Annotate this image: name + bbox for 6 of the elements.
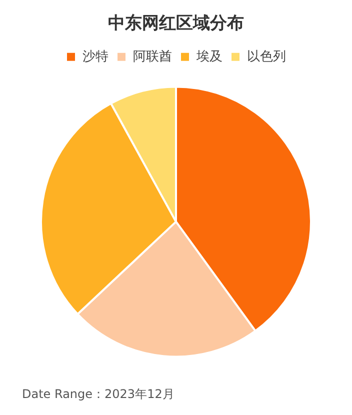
legend-label: 阿联酋 bbox=[133, 49, 172, 64]
legend-label: 埃及 bbox=[196, 49, 222, 64]
legend-label: 以色列 bbox=[247, 49, 286, 64]
text: Date Range：2023年12月 bbox=[22, 386, 174, 402]
chart-title: 中东网红区域分布 bbox=[108, 14, 244, 34]
legend-label: 沙特 bbox=[82, 49, 108, 64]
